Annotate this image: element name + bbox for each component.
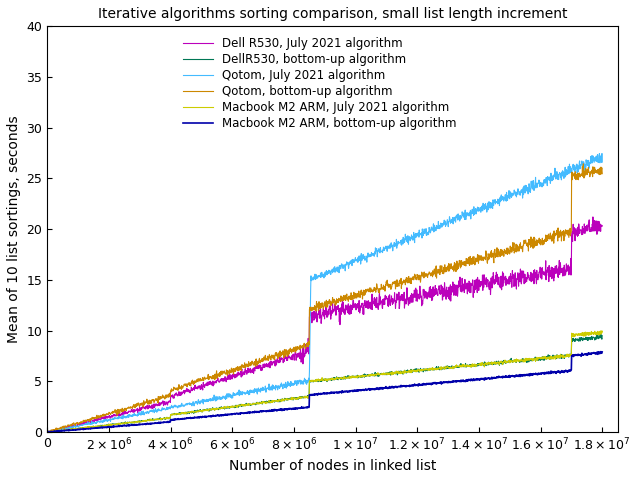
Macbook M2 ARM, July 2021 algorithm xyxy=(422,366,430,372)
Macbook M2 ARM, bottom-up algorithm xyxy=(270,408,278,414)
Macbook M2 ARM, July 2021 algorithm xyxy=(44,429,51,435)
Qotom, July 2021 algorithm xyxy=(270,385,278,391)
Qotom, July 2021 algorithm xyxy=(162,406,170,412)
DellR530, bottom-up algorithm xyxy=(422,368,430,373)
Qotom, bottom-up algorithm xyxy=(270,352,278,358)
Qotom, July 2021 algorithm xyxy=(273,384,280,390)
Dell R530, July 2021 algorithm xyxy=(44,429,51,435)
Dell R530, July 2021 algorithm xyxy=(422,289,430,295)
Qotom, July 2021 algorithm xyxy=(596,151,604,156)
DellR530, bottom-up algorithm xyxy=(75,426,83,432)
Macbook M2 ARM, bottom-up algorithm xyxy=(598,349,606,355)
Line: DellR530, bottom-up algorithm: DellR530, bottom-up algorithm xyxy=(47,335,602,432)
Qotom, July 2021 algorithm xyxy=(598,151,606,156)
Macbook M2 ARM, bottom-up algorithm xyxy=(422,381,430,387)
Legend: Dell R530, July 2021 algorithm, DellR530, bottom-up algorithm, Qotom, July 2021 : Dell R530, July 2021 algorithm, DellR530… xyxy=(179,32,461,134)
Macbook M2 ARM, July 2021 algorithm xyxy=(598,328,605,334)
Macbook M2 ARM, July 2021 algorithm xyxy=(273,398,280,404)
Macbook M2 ARM, bottom-up algorithm xyxy=(162,419,170,425)
Line: Macbook M2 ARM, bottom-up algorithm: Macbook M2 ARM, bottom-up algorithm xyxy=(47,352,602,432)
Dell R530, July 2021 algorithm xyxy=(270,360,278,365)
Line: Qotom, bottom-up algorithm: Qotom, bottom-up algorithm xyxy=(47,164,602,432)
Macbook M2 ARM, bottom-up algorithm xyxy=(273,408,280,414)
Macbook M2 ARM, July 2021 algorithm xyxy=(598,329,606,335)
DellR530, bottom-up algorithm xyxy=(251,400,259,406)
DellR530, bottom-up algorithm xyxy=(270,398,278,404)
Macbook M2 ARM, July 2021 algorithm xyxy=(45,429,52,435)
Line: Macbook M2 ARM, July 2021 algorithm: Macbook M2 ARM, July 2021 algorithm xyxy=(47,331,602,432)
Qotom, bottom-up algorithm xyxy=(44,429,51,435)
Macbook M2 ARM, bottom-up algorithm xyxy=(44,429,51,435)
Macbook M2 ARM, July 2021 algorithm xyxy=(270,399,278,405)
Line: Qotom, July 2021 algorithm: Qotom, July 2021 algorithm xyxy=(47,154,602,432)
Qotom, July 2021 algorithm xyxy=(44,429,51,434)
DellR530, bottom-up algorithm xyxy=(598,333,606,338)
Qotom, bottom-up algorithm xyxy=(75,420,83,426)
Macbook M2 ARM, July 2021 algorithm xyxy=(162,416,170,421)
DellR530, bottom-up algorithm xyxy=(44,429,51,435)
Qotom, bottom-up algorithm xyxy=(251,360,259,365)
Macbook M2 ARM, bottom-up algorithm xyxy=(44,429,51,435)
Qotom, July 2021 algorithm xyxy=(252,387,259,393)
Dell R530, July 2021 algorithm xyxy=(162,401,170,407)
Dell R530, July 2021 algorithm xyxy=(76,422,83,428)
DellR530, bottom-up algorithm xyxy=(162,416,170,422)
Qotom, bottom-up algorithm xyxy=(598,165,606,171)
Line: Dell R530, July 2021 algorithm: Dell R530, July 2021 algorithm xyxy=(47,217,602,432)
Qotom, July 2021 algorithm xyxy=(422,232,430,238)
Dell R530, July 2021 algorithm xyxy=(273,359,280,364)
Dell R530, July 2021 algorithm xyxy=(589,214,596,220)
X-axis label: Number of nodes in linked list: Number of nodes in linked list xyxy=(228,459,436,473)
Macbook M2 ARM, bottom-up algorithm xyxy=(596,349,604,355)
Qotom, bottom-up algorithm xyxy=(273,353,280,359)
Qotom, bottom-up algorithm xyxy=(579,161,587,167)
Qotom, bottom-up algorithm xyxy=(162,394,170,400)
Dell R530, July 2021 algorithm xyxy=(252,364,259,370)
Macbook M2 ARM, July 2021 algorithm xyxy=(76,425,83,431)
DellR530, bottom-up algorithm xyxy=(273,397,280,403)
Qotom, July 2021 algorithm xyxy=(76,422,83,428)
Macbook M2 ARM, bottom-up algorithm xyxy=(76,427,83,432)
Qotom, July 2021 algorithm xyxy=(44,429,52,435)
Y-axis label: Mean of 10 list sortings, seconds: Mean of 10 list sortings, seconds xyxy=(7,115,21,343)
DellR530, bottom-up algorithm xyxy=(597,332,605,337)
Macbook M2 ARM, July 2021 algorithm xyxy=(252,401,259,407)
Qotom, bottom-up algorithm xyxy=(422,273,430,279)
Dell R530, July 2021 algorithm xyxy=(44,429,51,435)
Dell R530, July 2021 algorithm xyxy=(598,223,606,229)
Title: Iterative algorithms sorting comparison, small list length increment: Iterative algorithms sorting comparison,… xyxy=(98,7,567,21)
Macbook M2 ARM, bottom-up algorithm xyxy=(252,409,259,415)
